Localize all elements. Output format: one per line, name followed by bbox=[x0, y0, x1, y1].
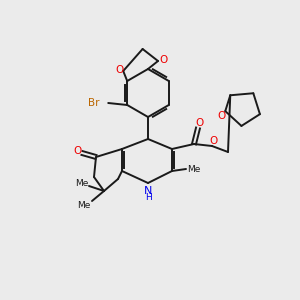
Text: Me: Me bbox=[77, 200, 91, 209]
Text: O: O bbox=[217, 111, 225, 121]
Text: O: O bbox=[209, 136, 217, 146]
Text: Me: Me bbox=[75, 178, 89, 188]
Text: O: O bbox=[196, 118, 204, 128]
Text: O: O bbox=[159, 55, 167, 65]
Text: Br: Br bbox=[88, 98, 99, 108]
Text: O: O bbox=[115, 65, 123, 75]
Text: H: H bbox=[145, 193, 152, 202]
Text: N: N bbox=[144, 186, 152, 196]
Text: O: O bbox=[73, 146, 81, 156]
Text: Me: Me bbox=[187, 164, 201, 173]
